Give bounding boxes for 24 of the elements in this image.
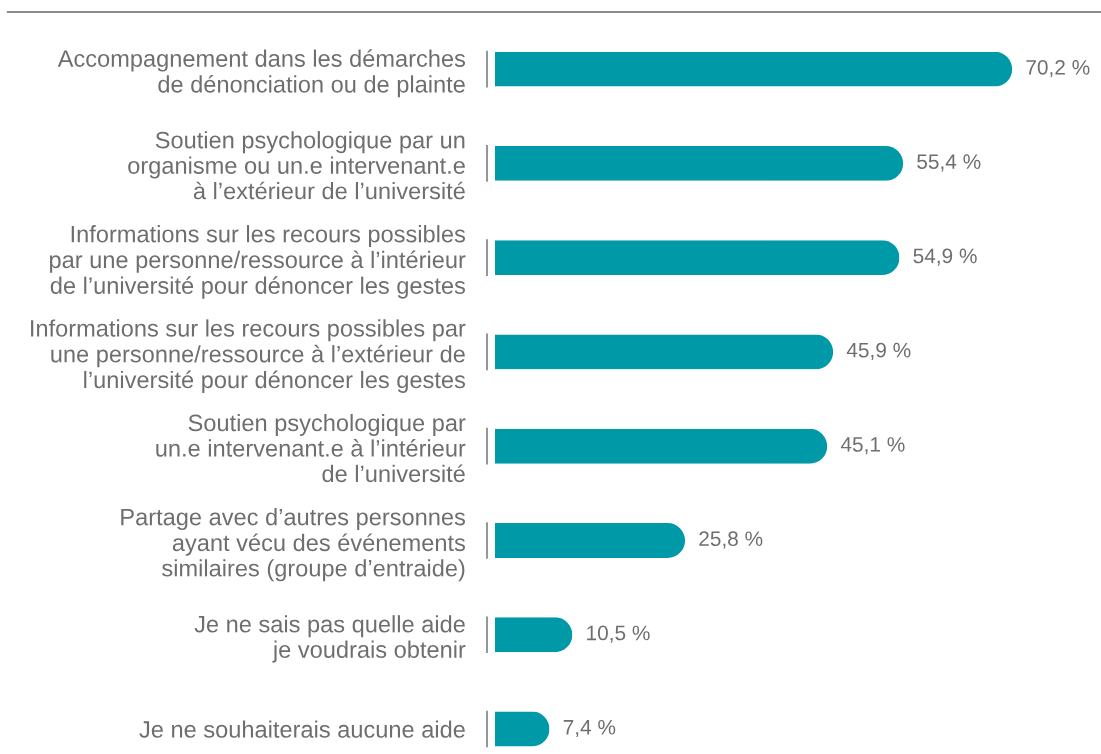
bar [495, 711, 550, 747]
bar [495, 617, 573, 653]
bar [495, 523, 686, 558]
data-label: 25,8 % [699, 531, 763, 549]
y-tick-label: Partage avec d’autres personnes ayant vécu des événements similaires (groupe d’entraide) [121, 508, 466, 582]
bar [495, 145, 904, 181]
y-tick-label: Je ne sais pas quelle aide je voudrais obtenir [194, 615, 466, 663]
data-label: 45,9 % [846, 342, 911, 360]
bar [495, 240, 900, 276]
data-label: 7,4 % [563, 719, 616, 738]
data-label: 54,9 % [913, 248, 977, 266]
y-tick-label: Informations sur les recours possibles par une personne/ressource à l’extérieur de l’université pour dénoncer les gestes [31, 319, 466, 393]
bar [495, 51, 1013, 87]
y-tick-label: Informations sur les recours possibles par une personne/ressource à l’intérieur de l’université pour dénoncer les gestes [50, 225, 466, 299]
y-tick-label: Soutien psychologique par un.e intervenant.e à l’intérieur de l’université [156, 413, 466, 483]
y-tick-label: Je ne souhaiterais aucune aide [139, 720, 465, 738]
bar [495, 428, 828, 464]
data-label: 70,2 % [1026, 59, 1090, 78]
y-tick-label: Soutien psychologique par un organisme ou un.e intervenant.e à l’extérieur de l’université [128, 131, 465, 200]
data-label: 10,5 % [587, 625, 650, 643]
data-label: 45,1 % [840, 437, 905, 455]
data-label: 55,4 % [917, 154, 981, 172]
y-tick-label: Accompagnement dans les démarches de dénonciation ou de plainte [57, 49, 466, 98]
bar [495, 334, 834, 370]
